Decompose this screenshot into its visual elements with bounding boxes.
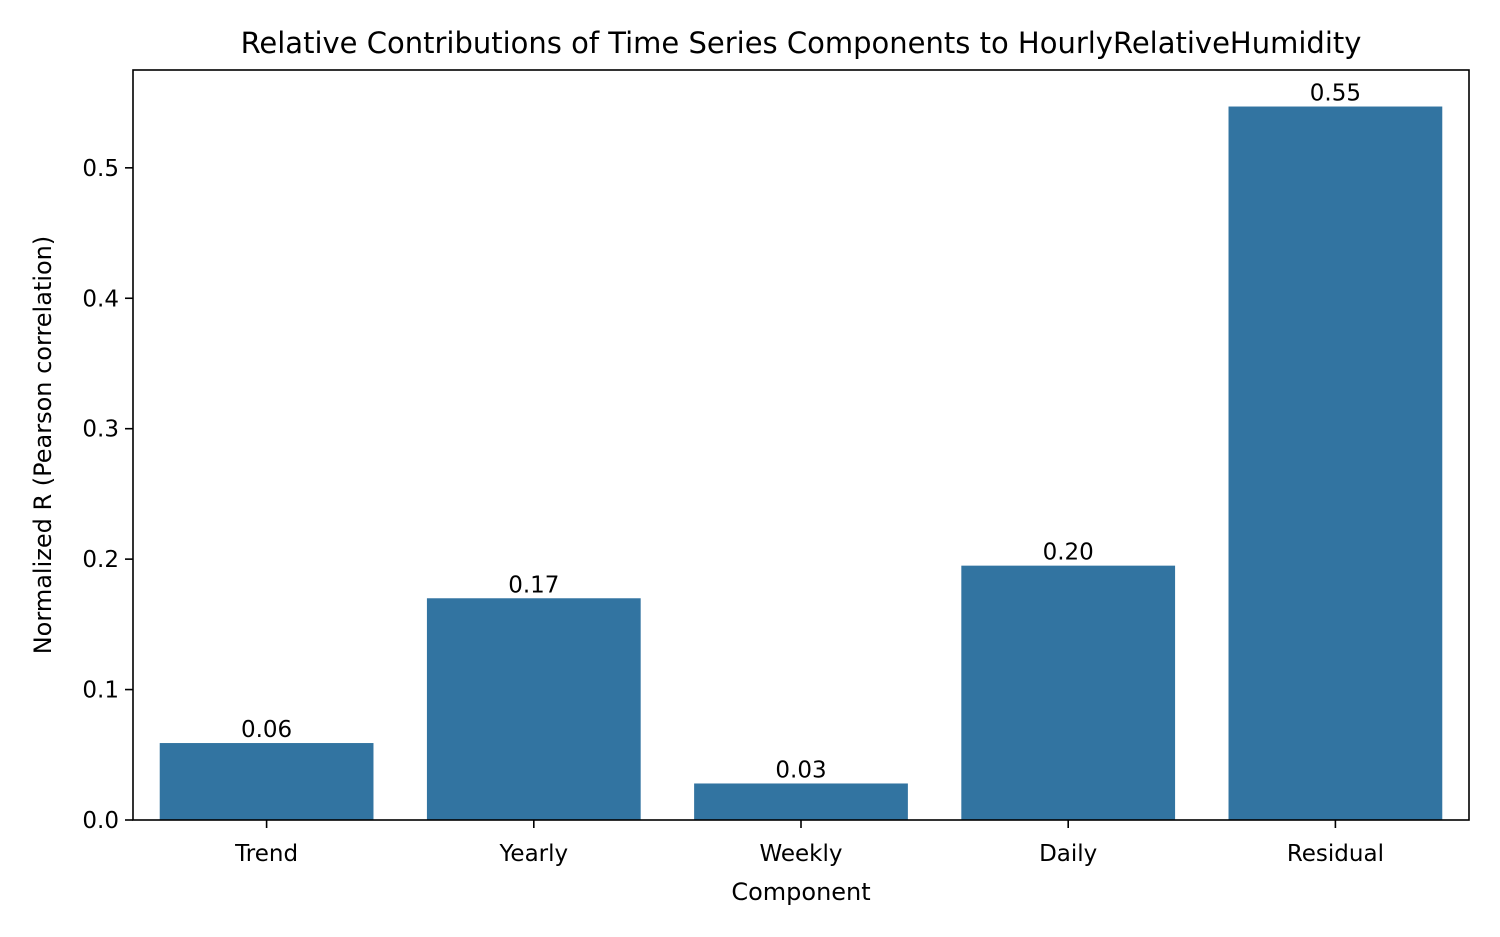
x-tick-label-yearly: Yearly [498, 841, 568, 867]
y-tick-label: 0.0 [82, 808, 119, 834]
x-tick-label-trend: Trend [234, 841, 298, 867]
bar-yearly [426, 598, 641, 820]
chart-title: Relative Contributions of Time Series Co… [241, 26, 1362, 60]
y-tick-label: 0.1 [82, 678, 119, 704]
bar-daily [961, 565, 1176, 820]
bar-residual [1228, 106, 1443, 821]
y-tick-label: 0.4 [82, 286, 119, 312]
bars-group [159, 106, 1443, 821]
data-label-residual: 0.55 [1310, 81, 1361, 107]
data-label-yearly: 0.17 [508, 572, 559, 598]
y-axis-label: Normalized R (Pearson correlation) [29, 236, 57, 655]
x-axis-label: Component [731, 878, 870, 906]
bar-weekly [694, 783, 908, 820]
y-tick-label: 0.2 [82, 547, 119, 573]
x-tick-label-weekly: Weekly [759, 841, 842, 867]
y-tick-label: 0.3 [82, 417, 119, 443]
data-label-trend: 0.06 [241, 717, 292, 743]
plot-frame [132, 69, 1470, 821]
x-tick-label-residual: Residual [1287, 841, 1384, 867]
y-tick-label: 0.5 [82, 156, 119, 182]
data-label-daily: 0.20 [1043, 540, 1094, 566]
data-labels-group: 0.06 0.17 0.03 0.20 0.55 [241, 81, 1361, 784]
bar-trend [159, 743, 374, 820]
data-label-weekly: 0.03 [775, 757, 826, 783]
y-axis: 0.0 0.1 0.2 0.3 0.4 0.5 [82, 156, 133, 834]
x-axis: Trend Yearly Weekly Daily Residual [234, 820, 1384, 867]
x-tick-label-daily: Daily [1039, 841, 1097, 867]
